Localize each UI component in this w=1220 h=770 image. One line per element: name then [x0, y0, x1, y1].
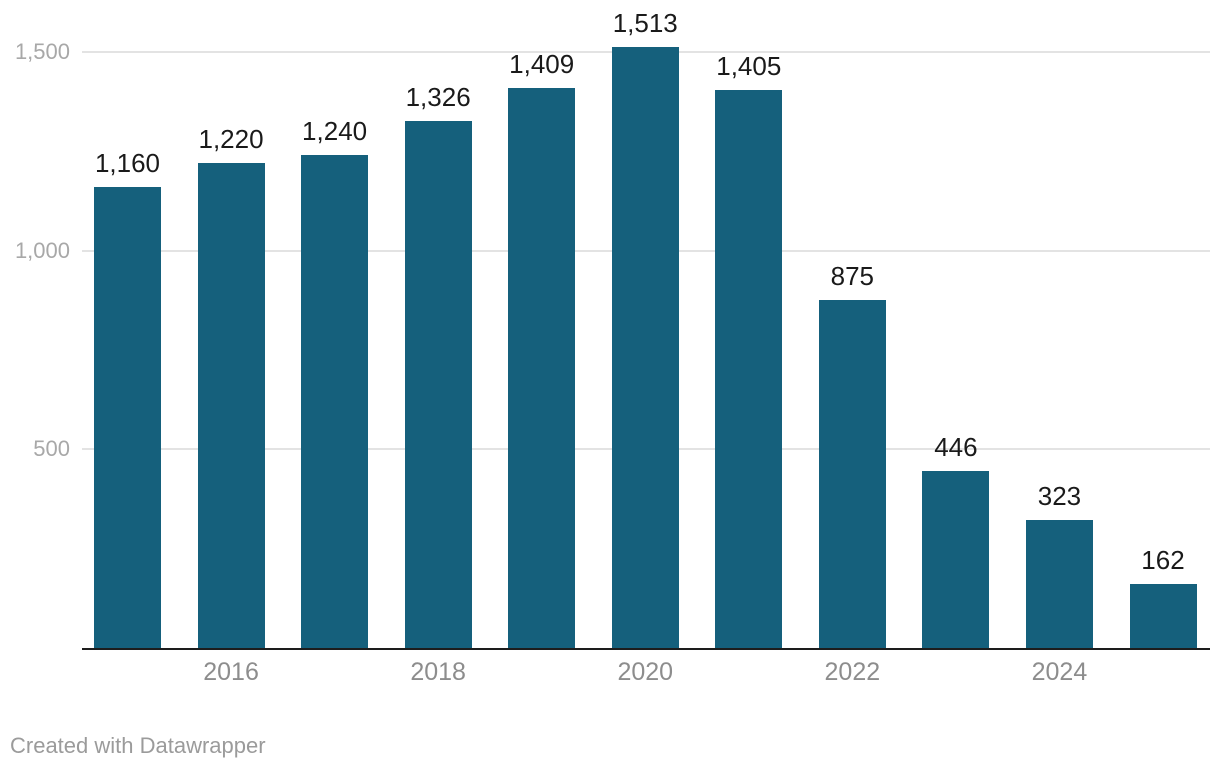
bar-2021[interactable] [715, 90, 783, 648]
y-axis-tick-label: 1,500 [14, 39, 70, 64]
x-axis-tick-label: 2022 [824, 658, 881, 686]
bar-2020[interactable] [611, 47, 679, 648]
x-axis-tick-label: 2018 [410, 658, 466, 686]
x-axis-tick-label: 2020 [617, 658, 674, 686]
bar-value-label: 323 [1037, 481, 1082, 511]
bar-2022[interactable] [818, 300, 886, 648]
bar-group-2016: 1,220 [197, 124, 265, 648]
bar-group-2023: 446 [922, 432, 990, 648]
bar-group-2019: 1,409 [508, 49, 576, 648]
bar-value-label: 1,160 [94, 148, 161, 178]
bar-value-label: 1,513 [612, 8, 678, 38]
x-axis-tick-label: 2016 [203, 658, 259, 686]
bar-group-2025: 162 [1129, 545, 1197, 648]
bar-group-2022: 875 [818, 261, 886, 648]
bar-2023[interactable] [922, 471, 990, 648]
x-axis-tick-label: 2024 [1031, 658, 1088, 686]
bar-group-2024: 323 [1025, 481, 1093, 648]
plot-area: 1,500 1,000 500 1,160 1,220 1,240 1,326 1,409 1… [14, 0, 1210, 686]
bar-2018[interactable] [404, 121, 472, 648]
bar-group-2021: 1,405 [715, 51, 783, 648]
datawrapper-attribution-link[interactable]: Created with Datawrapper [10, 733, 266, 758]
bar-value-label: 446 [934, 432, 978, 462]
bars-layer: 1,160 1,220 1,240 1,326 1,409 1,513 1,405 875 44… [82, 0, 1210, 648]
bar-2016[interactable] [197, 163, 265, 648]
y-axis-tick-label: 1,000 [14, 237, 70, 263]
bar-value-label: 1,326 [405, 82, 471, 112]
bar-value-label: 1,240 [302, 116, 368, 146]
bar-2017[interactable] [301, 155, 369, 648]
bar-group-2017: 1,240 [301, 116, 369, 648]
bar-value-label: 1,405 [716, 51, 782, 81]
bar-value-label: 1,220 [198, 124, 264, 154]
bar-group-2020: 1,513 [611, 8, 679, 648]
bar-value-label: 162 [1141, 545, 1185, 575]
y-axis-tick-label: 500 [33, 436, 70, 462]
x-axis-line [82, 648, 1210, 650]
bar-2024[interactable] [1025, 520, 1093, 648]
bar-group-2018: 1,326 [404, 82, 472, 648]
bar-value-label: 1,409 [509, 49, 575, 79]
bar-2019[interactable] [508, 88, 576, 648]
bar-group-2015: 1,160 [94, 148, 161, 648]
bar-2015[interactable] [94, 187, 161, 648]
bar-value-label: 875 [830, 261, 875, 291]
bar-2025[interactable] [1129, 584, 1197, 648]
